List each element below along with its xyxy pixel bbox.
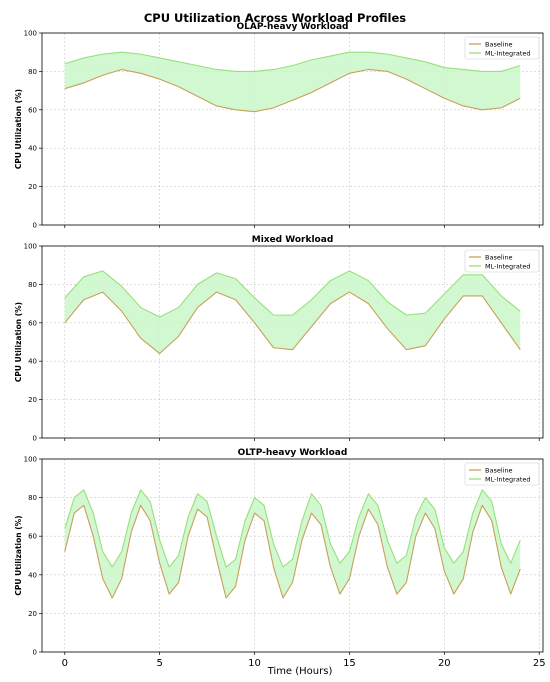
series-line-baseline: [64, 68, 521, 113]
series-line-ml-integrated: [64, 51, 521, 72]
x-tick-label: 0: [62, 658, 68, 669]
y-tick-label: 40: [28, 145, 37, 153]
series-line-baseline: [64, 504, 521, 599]
panel-1: 0 20 40 60 80 100 OLAP-heavy Workload CPU Utili…: [14, 22, 544, 230]
figure-title: CPU Utilization Across Workload Profiles: [144, 11, 406, 25]
series-line-ml-integrated: [64, 489, 521, 568]
fill-between-area: [64, 489, 521, 598]
legend-label: ML-Integrated: [485, 49, 531, 57]
y-tick-label: 0: [33, 435, 37, 443]
x-tick-label: 5: [156, 658, 162, 669]
legend-box: [464, 249, 540, 273]
y-tick-label: 60: [28, 319, 37, 327]
y-tick-label: 100: [24, 456, 37, 464]
y-tick-label: 40: [28, 358, 37, 366]
y-tick-label: 100: [24, 243, 37, 251]
panel-2: 0 20 40 60 80 100 Mixed Workload CPU Utilizatio…: [14, 235, 544, 443]
legend-label: ML-Integrated: [485, 262, 531, 270]
y-tick-label: 80: [28, 494, 37, 502]
legend-label: Baseline: [485, 466, 513, 474]
x-tick-label: 15: [343, 658, 356, 669]
fill-between-area: [64, 52, 521, 112]
y-tick-label: 0: [33, 222, 37, 230]
panel-3: 0 20 40 60 80 100 0 5 10 15 20 25 OLTP-heavy Workloa…: [14, 448, 546, 669]
y-tick-label: 20: [28, 396, 37, 404]
axes-frame: [41, 245, 544, 439]
axes-frame: [41, 32, 544, 226]
panel-title: OLTP-heavy Workload: [238, 448, 348, 458]
legend-label: Baseline: [485, 40, 513, 48]
series-line-baseline: [64, 291, 521, 355]
panel-title: Mixed Workload: [252, 235, 334, 245]
x-tick-label: 20: [438, 658, 451, 669]
y-tick-label: 20: [28, 183, 37, 191]
x-tick-label: 25: [533, 658, 546, 669]
y-tick-label: 60: [28, 106, 37, 114]
y-tick-label: 20: [28, 610, 37, 618]
y-axis-label: CPU Utilization (%): [14, 89, 23, 169]
panel-title: OLAP-heavy Workload: [237, 22, 349, 32]
x-tick-label: 10: [248, 658, 261, 669]
y-axis-label: CPU Utilization (%): [14, 515, 23, 595]
y-axis-label: CPU Utilization (%): [14, 302, 23, 382]
y-tick-label: 40: [28, 571, 37, 579]
x-axis-label: Time (Hours): [267, 666, 333, 677]
legend-box: [464, 462, 540, 486]
legend-label: ML-Integrated: [485, 475, 531, 483]
y-tick-label: 80: [28, 68, 37, 76]
legend-label: Baseline: [485, 253, 513, 261]
fill-between-area: [64, 270, 521, 354]
y-tick-label: 80: [28, 281, 37, 289]
axes-frame: [41, 458, 544, 653]
series-line-ml-integrated: [64, 270, 521, 318]
legend-box: [464, 36, 540, 60]
y-tick-label: 60: [28, 533, 37, 541]
y-tick-label: 100: [24, 30, 37, 38]
y-tick-label: 0: [33, 649, 37, 657]
